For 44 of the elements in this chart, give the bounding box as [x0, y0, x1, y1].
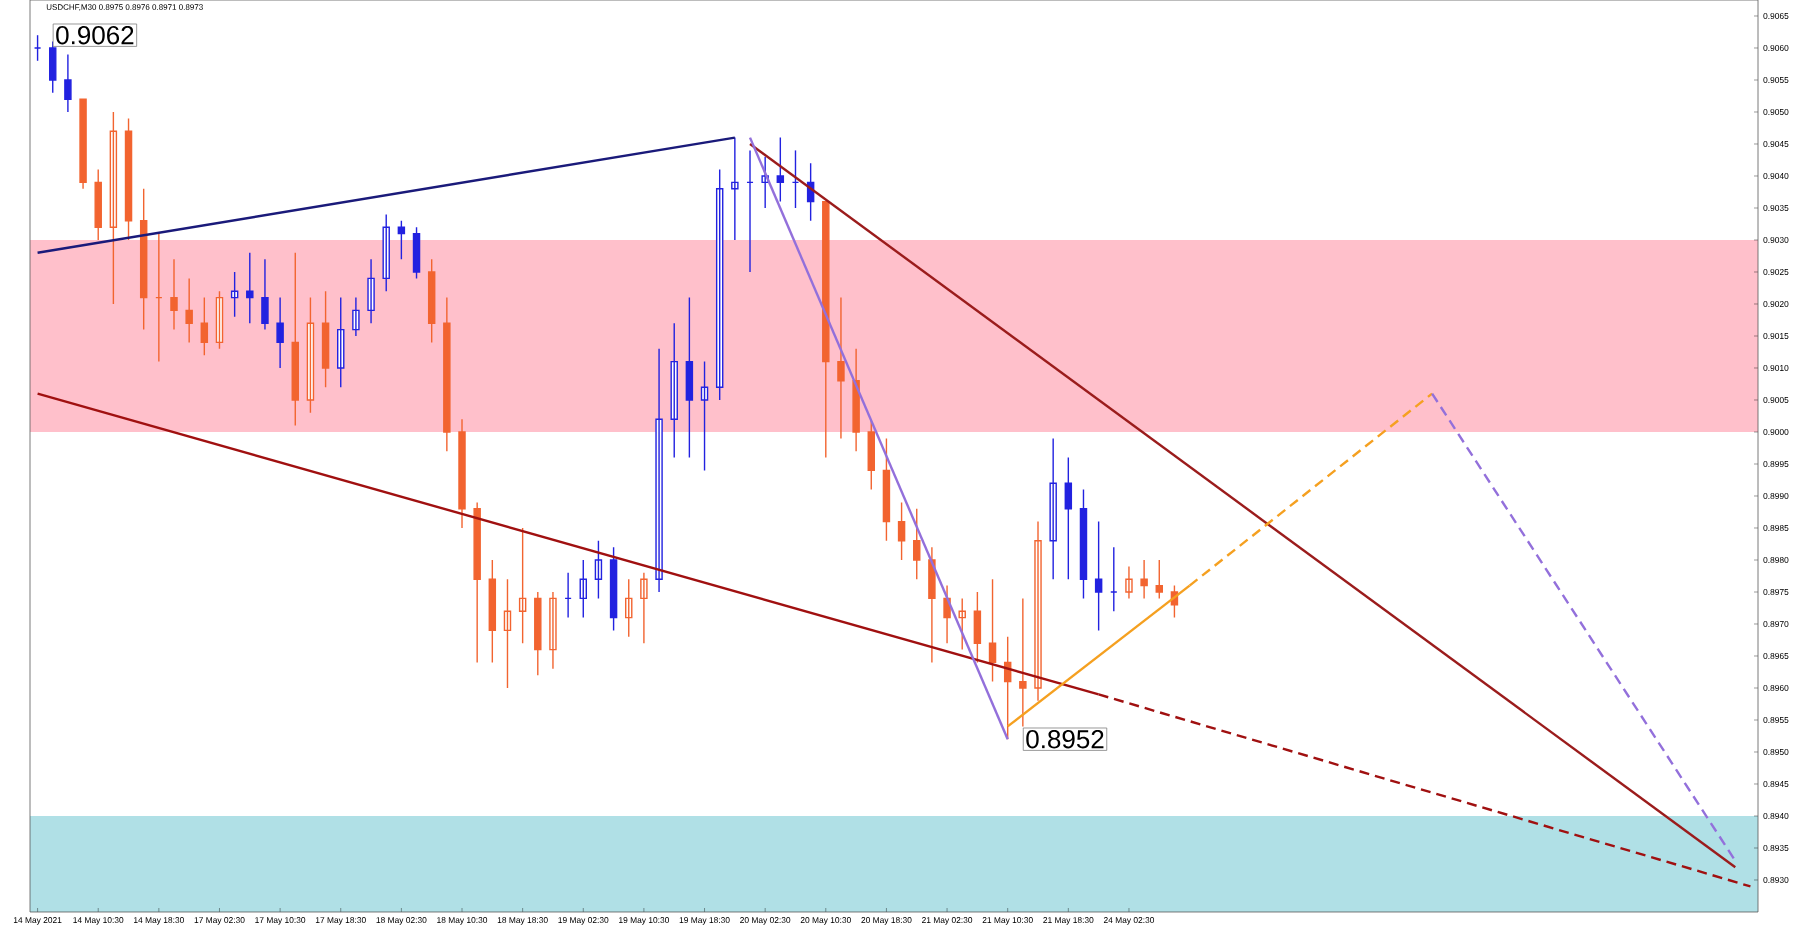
candlestick	[670, 322, 678, 459]
candlestick	[261, 258, 269, 331]
candlestick	[170, 258, 178, 331]
candlestick	[837, 296, 845, 440]
candlestick	[382, 213, 390, 292]
candlestick	[64, 53, 72, 113]
candlestick	[776, 136, 785, 203]
candlestick	[685, 296, 694, 459]
candlestick	[640, 572, 648, 644]
annotation: 0.8952	[1026, 729, 1104, 749]
candlestick	[503, 578, 512, 689]
annotation: 0.9062	[56, 25, 134, 45]
candlestick	[1094, 520, 1103, 632]
candlestick	[94, 168, 102, 241]
candlestick	[943, 584, 951, 644]
candlestick	[761, 156, 769, 209]
candlestick	[230, 271, 239, 318]
candlestick	[1049, 437, 1057, 580]
candlestick	[397, 220, 406, 260]
candlestick	[246, 252, 254, 324]
candlestick	[549, 591, 557, 670]
candlestick	[458, 418, 466, 529]
candlestick	[473, 501, 481, 664]
candlestick	[731, 136, 739, 241]
candlestick	[276, 296, 284, 369]
candlestick	[1140, 559, 1148, 600]
candlestick	[534, 591, 542, 676]
candlestick	[518, 527, 527, 644]
candlestick	[1034, 520, 1042, 702]
candlestick	[367, 258, 375, 324]
candlestick	[185, 277, 193, 344]
candlestick	[1019, 597, 1027, 728]
candlestick	[79, 98, 87, 190]
candlestick	[1125, 565, 1133, 600]
candlestick	[443, 296, 451, 452]
candlestick	[655, 348, 663, 593]
candlestick	[352, 296, 360, 337]
candlestick	[700, 360, 709, 472]
candlestick	[1064, 456, 1073, 580]
candlestick	[1155, 559, 1164, 600]
candlestick	[958, 597, 966, 651]
candlestick	[852, 348, 860, 452]
candlestick	[988, 578, 997, 683]
candlestick	[928, 546, 936, 664]
